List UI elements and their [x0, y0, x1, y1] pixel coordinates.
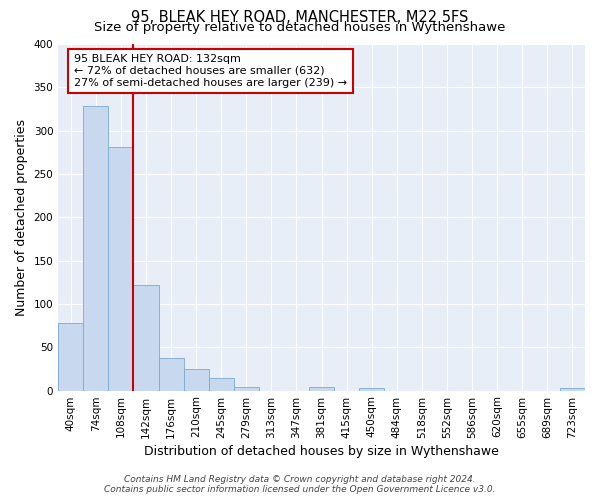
X-axis label: Distribution of detached houses by size in Wythenshawe: Distribution of detached houses by size … [144, 444, 499, 458]
Bar [560, 388, 585, 390]
Bar [359, 388, 385, 390]
Text: Contains HM Land Registry data © Crown copyright and database right 2024.
Contai: Contains HM Land Registry data © Crown c… [104, 474, 496, 494]
Bar [209, 378, 234, 390]
Text: 95 BLEAK HEY ROAD: 132sqm
← 72% of detached houses are smaller (632)
27% of semi: 95 BLEAK HEY ROAD: 132sqm ← 72% of detac… [74, 54, 347, 88]
Text: 95, BLEAK HEY ROAD, MANCHESTER, M22 5FS: 95, BLEAK HEY ROAD, MANCHESTER, M22 5FS [131, 10, 469, 25]
Text: Size of property relative to detached houses in Wythenshawe: Size of property relative to detached ho… [94, 21, 506, 34]
Bar [158, 358, 184, 390]
Bar [309, 387, 334, 390]
Bar [234, 387, 259, 390]
Bar [58, 323, 83, 390]
Y-axis label: Number of detached properties: Number of detached properties [15, 119, 28, 316]
Bar [109, 147, 133, 390]
Bar [184, 369, 209, 390]
Bar [83, 106, 109, 391]
Bar [133, 285, 158, 391]
